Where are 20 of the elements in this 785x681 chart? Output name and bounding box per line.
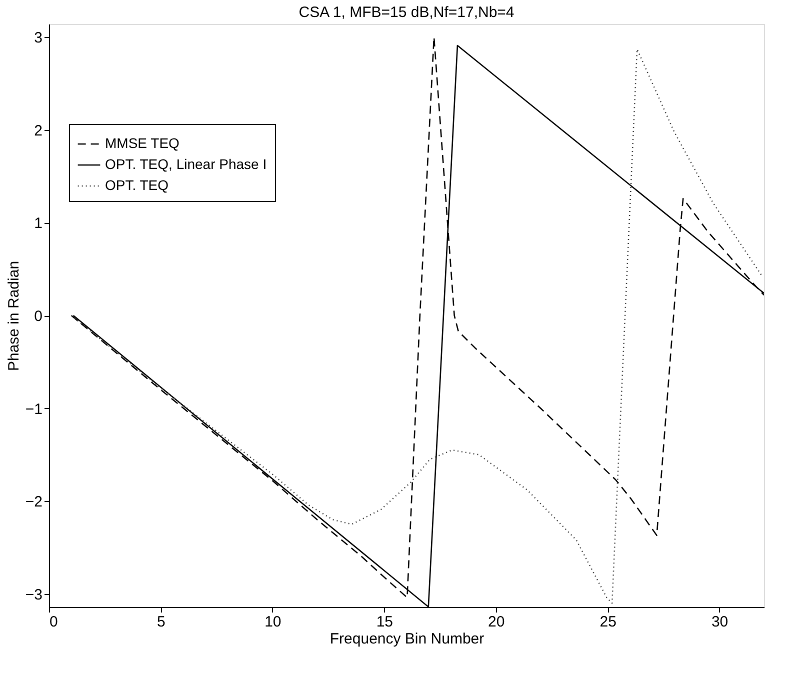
x-tick-label: 20 <box>488 614 505 630</box>
legend-label: MMSE TEQ <box>105 135 180 151</box>
x-tick-label: 25 <box>600 614 616 630</box>
y-tick-label: −3 <box>25 586 42 604</box>
chart-title: CSA 1, MFB=15 dB,Nf=17,Nb=4 <box>298 4 514 21</box>
x-tick-label: 30 <box>711 614 728 630</box>
y-tick-label: 1 <box>34 215 42 232</box>
legend-label: OPT. TEQ, Linear Phase I <box>105 156 267 172</box>
legend-label: OPT. TEQ <box>105 177 169 193</box>
x-tick-label: 5 <box>157 614 166 630</box>
y-tick-label: −1 <box>25 400 42 418</box>
y-tick-label: 2 <box>34 122 42 140</box>
y-axis-title: Phase in Radian <box>5 260 22 372</box>
x-tick-label: 10 <box>264 614 282 630</box>
x-axis-title: Frequency Bin Number <box>330 630 484 648</box>
x-tick-label: 15 <box>376 614 393 630</box>
x-tick-label: 0 <box>50 614 58 630</box>
y-tick-label: −2 <box>25 494 42 511</box>
y-tick-label: 0 <box>34 308 42 325</box>
y-tick-label: 3 <box>34 30 42 47</box>
